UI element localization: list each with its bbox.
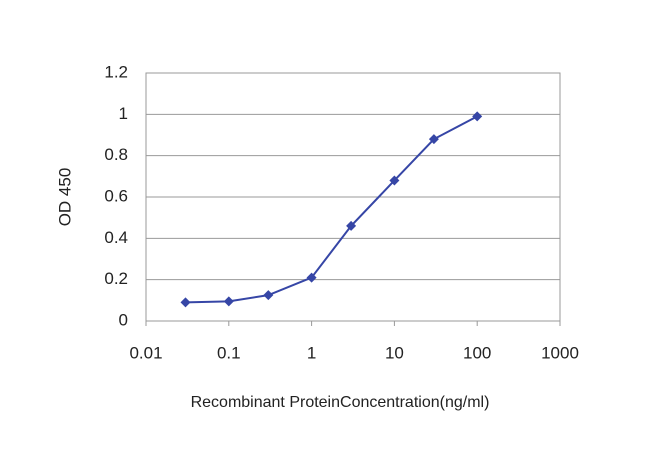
- x-tick-label: 1: [307, 343, 316, 362]
- marker: [223, 296, 234, 307]
- marker: [428, 134, 439, 145]
- y-tick-label: 0.2: [104, 269, 128, 288]
- x-tick-label: 100: [463, 343, 491, 362]
- marker: [346, 220, 357, 231]
- line: [185, 115, 478, 304]
- marker: [263, 290, 274, 301]
- marker: [180, 297, 191, 308]
- marker: [306, 272, 317, 283]
- x-tick-label: 10: [385, 343, 404, 362]
- marker: [472, 111, 483, 122]
- y-tick-label: 0: [119, 310, 128, 329]
- y-tick-label: 0.6: [104, 186, 128, 205]
- y-tick-label: 1: [119, 104, 128, 123]
- y-axis-label: OD 450: [55, 168, 74, 227]
- y-tick-label: 0.4: [104, 228, 128, 247]
- x-tick-label: 1000: [541, 343, 579, 362]
- y-tick-label: 0.8: [104, 145, 128, 164]
- y-tick-label: 1.2: [104, 62, 128, 81]
- x-tick-label: 0.1: [217, 343, 241, 362]
- marker: [389, 175, 400, 186]
- x-axis-label: Recombinant ProteinConcentration(ng/ml): [191, 394, 490, 411]
- x-tick-label: 0.01: [129, 343, 162, 362]
